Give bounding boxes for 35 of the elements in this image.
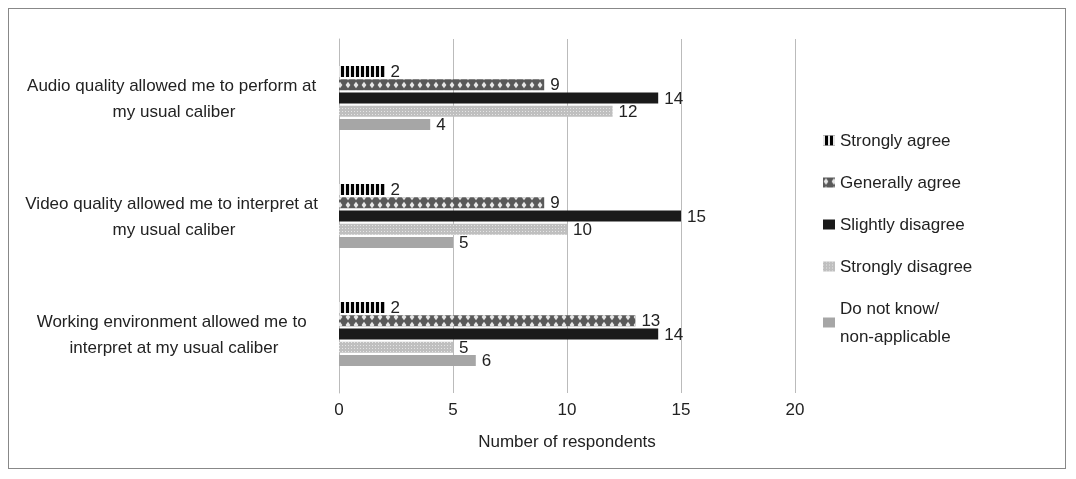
data-label: 9 xyxy=(550,75,560,95)
data-label: 15 xyxy=(687,206,706,226)
data-label: 5 xyxy=(459,337,469,357)
x-tick-label: 20 xyxy=(785,400,805,419)
data-label: 12 xyxy=(618,101,638,121)
bar xyxy=(339,118,431,130)
data-label: 14 xyxy=(664,324,684,344)
y-tick-label: Audio quality allowed me to perform at my usual caliber xyxy=(27,75,321,121)
data-label: 2 xyxy=(390,180,401,200)
data-label: 9 xyxy=(550,193,560,213)
legend-label: Generally agree xyxy=(840,173,961,192)
legend-label: Strongly agree xyxy=(840,131,951,150)
legend-label: Slightly disagree xyxy=(840,215,965,234)
x-tick-label: 15 xyxy=(671,400,691,419)
y-tick-label: Video quality allowed me to interpret at my usual caliber xyxy=(25,193,323,239)
legend-label: Strongly disagree xyxy=(840,257,973,276)
data-label: 2 xyxy=(390,62,401,82)
data-label: 5 xyxy=(459,232,469,252)
bar xyxy=(339,328,659,340)
x-tick-label: 10 xyxy=(557,400,577,419)
x-tick-label: 0 xyxy=(334,400,344,419)
x-tick-label: 5 xyxy=(448,400,458,419)
data-label: 10 xyxy=(573,219,592,239)
y-tick-label: Working environment allowed me to interpret at my usual caliber xyxy=(36,311,312,357)
data-label: 4 xyxy=(436,114,446,134)
bar xyxy=(339,354,476,366)
bar xyxy=(339,210,681,222)
bar xyxy=(339,236,453,248)
x-axis-title: Number of respondents xyxy=(478,432,656,451)
data-label: 6 xyxy=(481,350,492,370)
legend-label: Do not know/ non-applicable xyxy=(840,299,951,346)
data-label: 14 xyxy=(664,88,684,108)
bar xyxy=(339,92,659,104)
data-label: 13 xyxy=(641,311,661,331)
data-label: 2 xyxy=(390,298,401,318)
